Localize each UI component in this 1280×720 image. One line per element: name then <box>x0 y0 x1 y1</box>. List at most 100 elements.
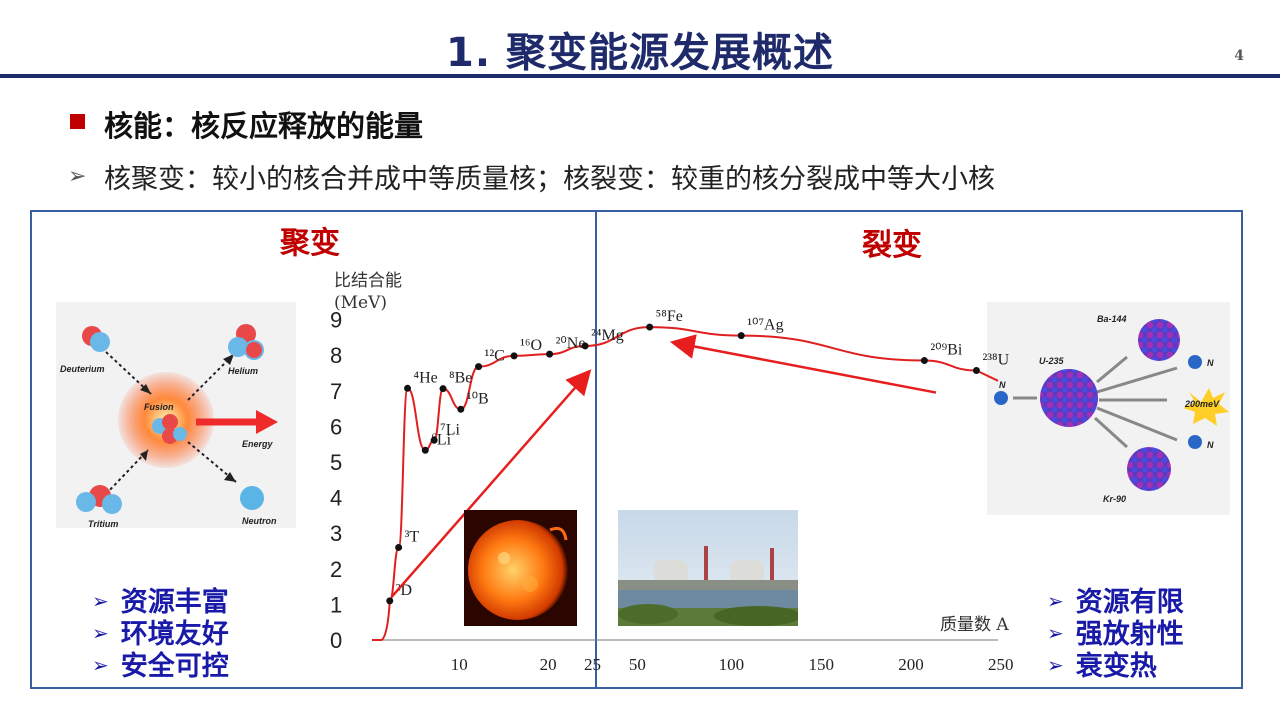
comparison-frame <box>30 210 1243 689</box>
y-tick-label: 8 <box>330 343 342 368</box>
tritium-label: Tritium <box>88 519 118 528</box>
y-tick-label: 3 <box>330 521 342 546</box>
bullet-text: 核聚变：较小的核合并成中等质量核；核裂变：较重的核分裂成中等大小核 <box>104 164 995 195</box>
y-tick-label: 0 <box>330 628 342 653</box>
u235-nucleus-icon <box>1040 369 1098 427</box>
fusion-title: 聚变 <box>280 226 340 261</box>
fusion-arrow <box>390 369 592 598</box>
arrow-icon: ➢ <box>92 653 109 677</box>
neutron-icon <box>240 486 264 510</box>
binding-energy-chart: 比结合能 (MeV) 0 1 2 3 4 5 6 7 8 9 10 20 25 50 100 150 200 250 质… <box>300 262 1020 686</box>
fission-advantage-item: ➢ 资源有限 <box>1047 587 1184 618</box>
fission-diagram: N U-235 Ba-144 Kr-90 N N 200meV <box>987 302 1230 515</box>
isotope-label: ⁶Li <box>431 431 451 448</box>
page-number: 4 <box>1234 48 1244 64</box>
x-tick-label: 150 <box>808 655 834 674</box>
section-heading: 核能：核反应释放的能量 <box>104 109 424 143</box>
isotope-label: ⁵⁸Fe <box>656 308 683 325</box>
y-tick-label: 4 <box>330 486 342 511</box>
data-point <box>430 436 438 444</box>
n-label-out-1: N <box>1207 358 1214 368</box>
neutron-label: Neutron <box>242 516 277 526</box>
isotope-label: ²⁰⁹Bi <box>930 342 962 359</box>
fusion-advantage-item: ➢ 安全可控 <box>92 651 229 682</box>
nuclear-plant-image <box>618 510 798 626</box>
deuterium-label: Deuterium <box>60 364 105 374</box>
fission-advantage-item: ➢ 强放射性 <box>1047 619 1184 650</box>
isotope-label: ⁴He <box>414 369 438 386</box>
page-title: 1. 聚变能源发展概述 <box>446 30 834 76</box>
data-point <box>395 543 403 551</box>
arrow-icon: ➢ <box>92 589 109 613</box>
arrow-icon: ➢ <box>1047 589 1064 613</box>
isotope-label: ²⁴Mg <box>591 327 624 344</box>
y-tick-label: 7 <box>330 379 342 404</box>
x-tick-label: 250 <box>988 655 1014 674</box>
data-point <box>457 405 465 413</box>
data-point <box>404 384 412 392</box>
data-point <box>920 357 928 365</box>
isotope-label: ⁸Be <box>449 370 472 387</box>
y-tick-label: 5 <box>330 450 342 475</box>
deuterium-icon <box>82 326 110 352</box>
x-tick-label: 10 <box>451 655 468 674</box>
fusion-core-icon <box>152 414 187 444</box>
column-divider <box>595 210 597 689</box>
x-tick-label: 100 <box>719 655 745 674</box>
fusion-advantages: ➢ 资源丰富 ➢ 环境友好 ➢ 安全可控 <box>92 580 229 682</box>
y-axis-label: 比结合能 <box>334 271 402 291</box>
data-point <box>646 323 654 331</box>
helium-label: Helium <box>228 366 258 376</box>
fusion-advantage-item: ➢ 环境友好 <box>92 619 229 650</box>
ba144-label: Ba-144 <box>1097 314 1127 324</box>
isotope-label: ³T <box>405 528 420 545</box>
sun-image <box>464 510 577 626</box>
y-tick-label: 2 <box>330 557 342 582</box>
data-point <box>581 342 589 350</box>
isotope-label: ¹⁰⁷Ag <box>747 317 783 334</box>
data-point <box>439 385 447 393</box>
energy-200mev-label: 200meV <box>1184 399 1220 409</box>
data-point <box>421 446 429 454</box>
fission-advantages: ➢ 资源有限 ➢ 强放射性 ➢ 衰变热 <box>1047 580 1184 682</box>
fusion-label: Fusion <box>144 402 174 412</box>
helium-icon <box>228 324 264 360</box>
isotope-label: ²³⁸U <box>982 352 1009 369</box>
ba144-nucleus-icon <box>1138 319 1180 361</box>
data-point <box>737 332 745 340</box>
n-label-in: N <box>999 380 1006 390</box>
arrow-icon: ➢ <box>1047 653 1064 677</box>
y-tick-label: 6 <box>330 414 342 439</box>
arrow-icon: ➢ <box>1047 621 1064 645</box>
y-tick-label: 1 <box>330 592 342 617</box>
data-point <box>972 367 980 375</box>
x-tick-label: 25 <box>584 655 601 674</box>
tritium-icon <box>76 485 122 514</box>
arrow-icon: ➢ <box>92 621 109 645</box>
neutron-out-icon-2 <box>1188 435 1202 449</box>
isotope-label: ¹⁰B <box>467 390 489 407</box>
isotope-label: ¹⁶O <box>520 337 542 354</box>
bullet-arrow-icon: ➢ <box>68 164 87 189</box>
x-tick-label: 200 <box>898 655 924 674</box>
isotope-label: ²⁰Ne <box>556 335 586 352</box>
data-point <box>546 350 554 358</box>
kr90-nucleus-icon <box>1127 447 1171 491</box>
energy-burst-icon <box>1183 388 1229 426</box>
fission-arrow <box>669 334 937 394</box>
data-point <box>510 352 518 360</box>
y-tick-label: 9 <box>330 308 342 333</box>
title-underline <box>0 74 1280 78</box>
u235-label: U-235 <box>1039 356 1065 366</box>
y-axis-label: (MeV) <box>334 293 387 313</box>
n-label-out-2: N <box>1207 440 1214 450</box>
isotope-label: ¹²C <box>485 348 505 365</box>
section-square-icon <box>70 114 85 129</box>
data-point <box>386 597 394 605</box>
fission-advantage-item: ➢ 衰变热 <box>1047 651 1157 682</box>
x-tick-label: 50 <box>629 655 646 674</box>
x-axis-label: 质量数 A <box>940 615 1009 635</box>
fusion-diagram: Fusion Deuterium Tritium Helium Neutron … <box>56 302 296 529</box>
isotope-label: ⁷Li <box>440 421 460 438</box>
incoming-neutron-icon <box>994 391 1008 405</box>
